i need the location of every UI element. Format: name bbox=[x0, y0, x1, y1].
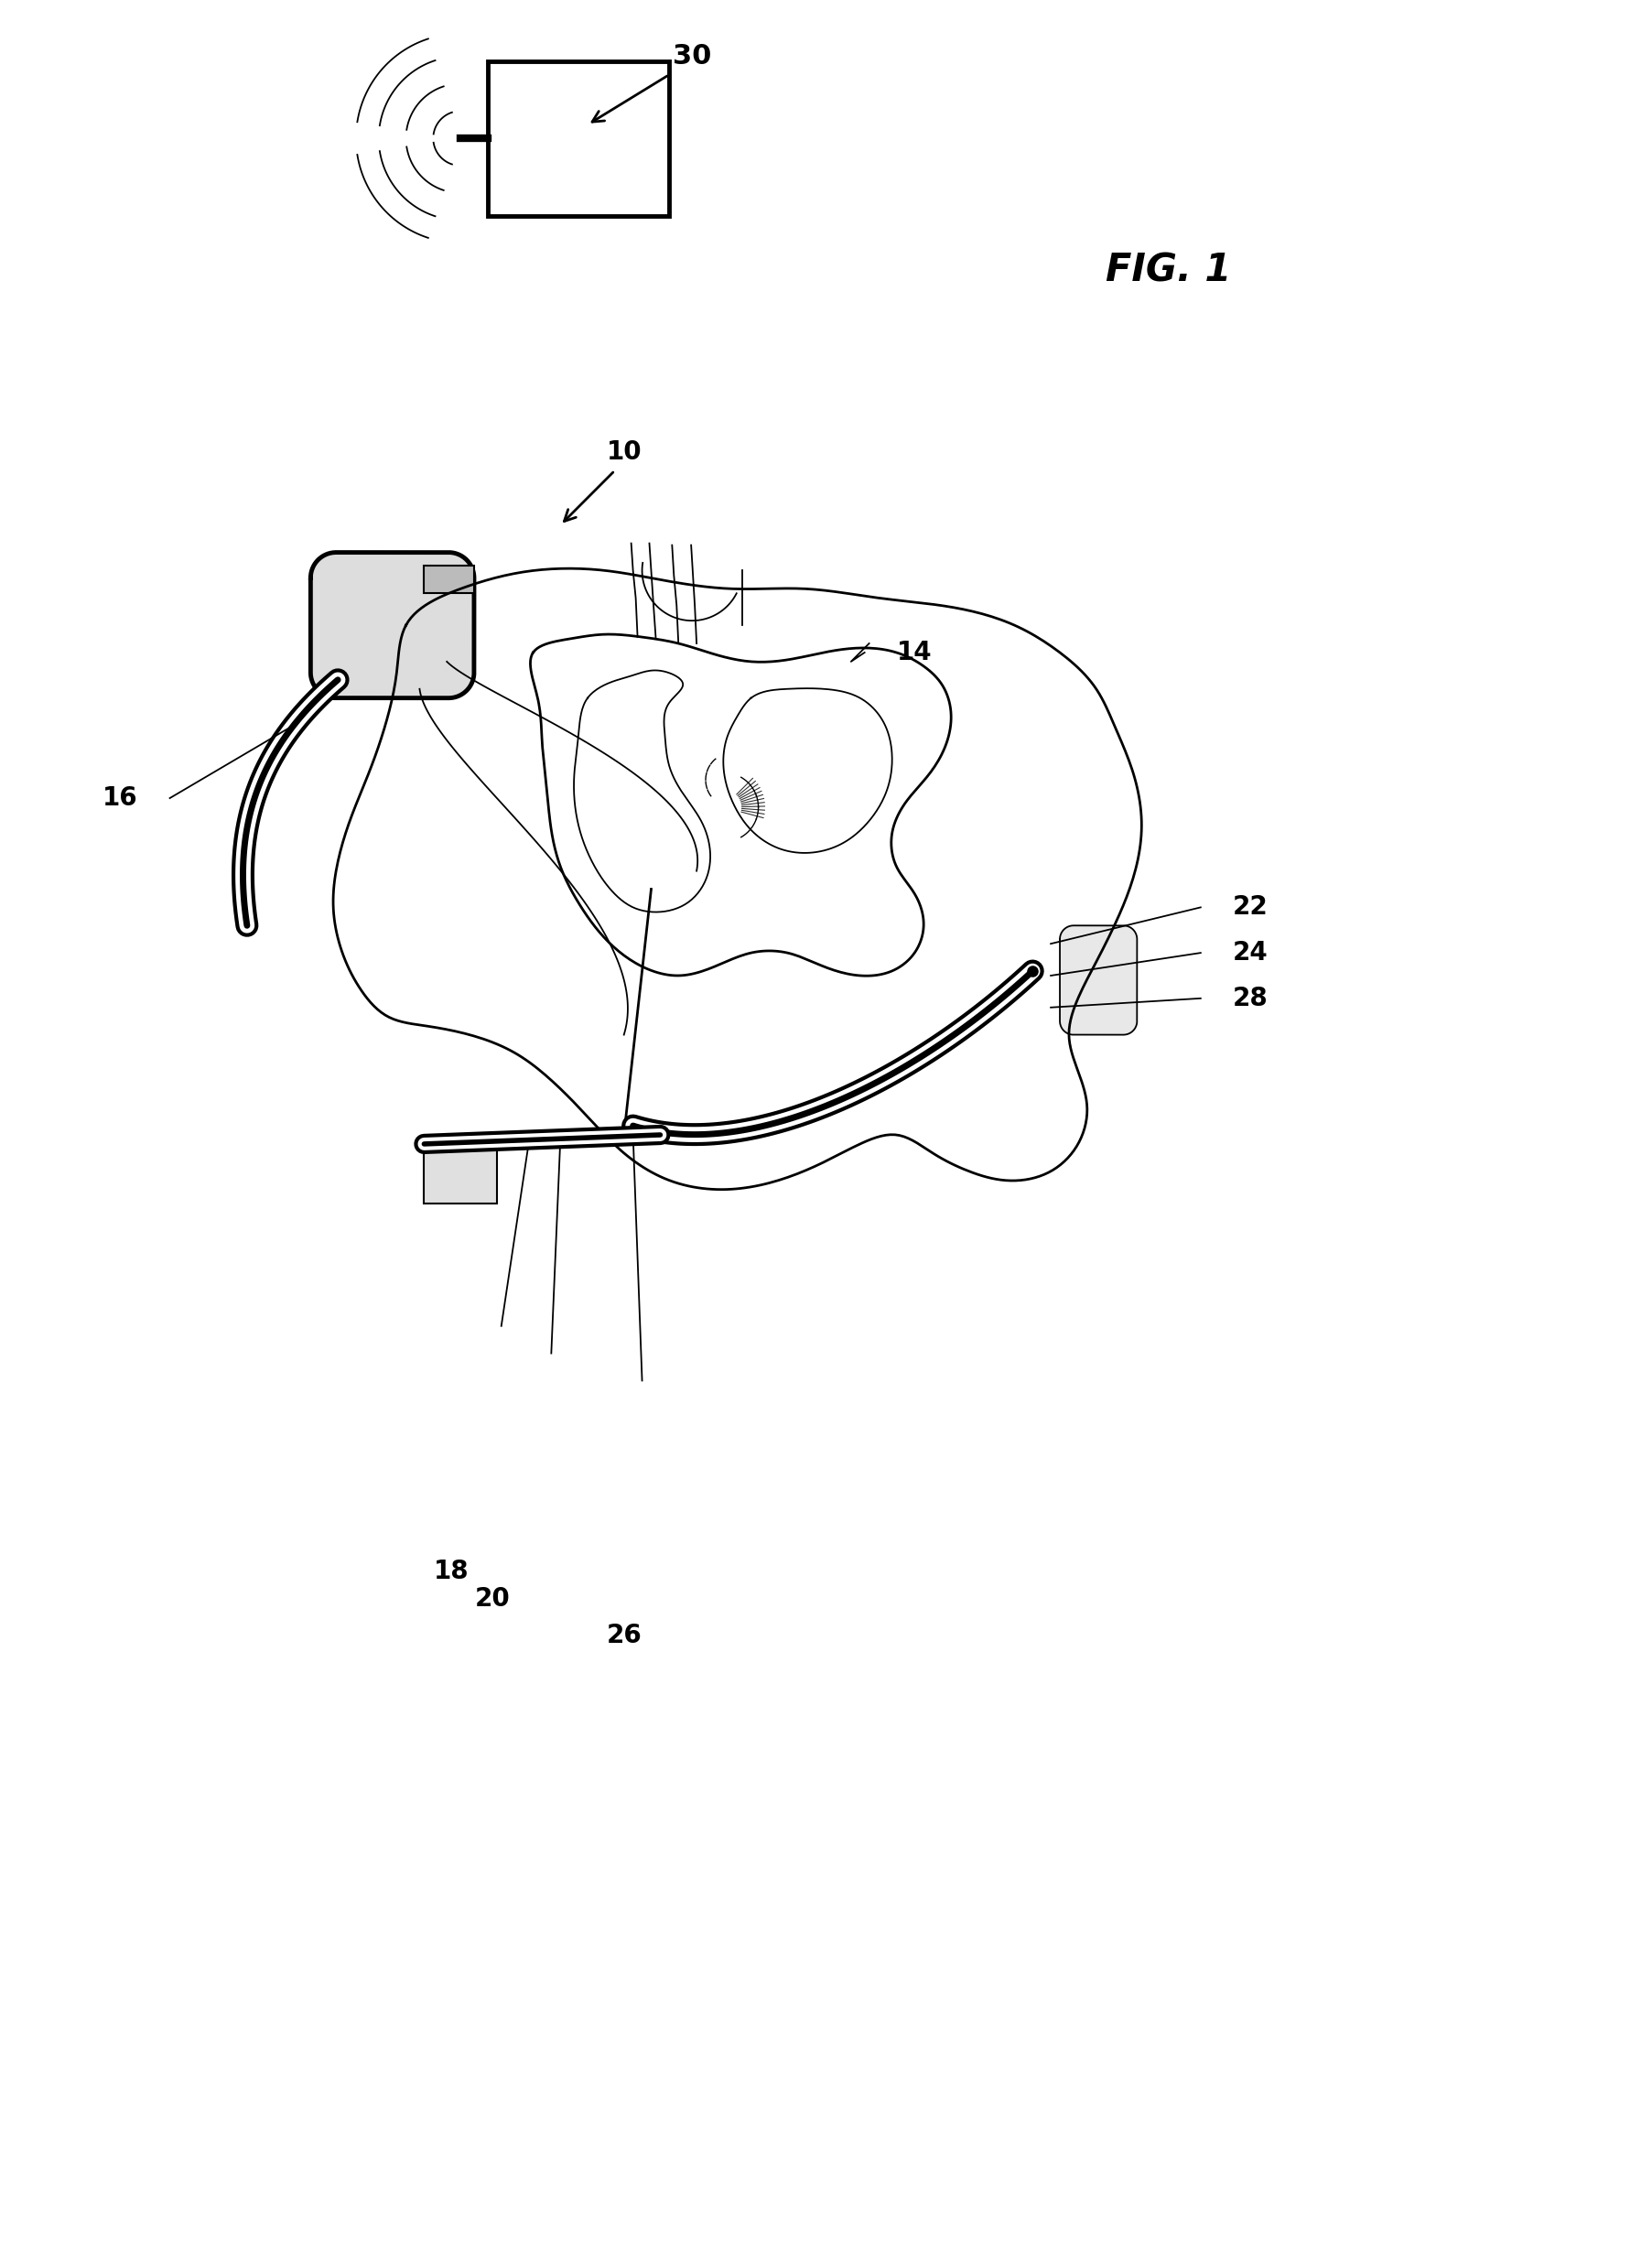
Polygon shape bbox=[311, 553, 474, 698]
Text: 16: 16 bbox=[102, 784, 137, 812]
Polygon shape bbox=[1061, 925, 1137, 1034]
Text: 28: 28 bbox=[1232, 986, 1269, 1011]
Text: 30: 30 bbox=[672, 43, 712, 70]
Text: 24: 24 bbox=[1232, 941, 1269, 966]
Bar bbox=[487, 61, 669, 215]
Bar bbox=[425, 567, 474, 594]
Text: 18: 18 bbox=[434, 1560, 469, 1585]
Text: 14: 14 bbox=[897, 639, 932, 664]
Text: FIG. 1: FIG. 1 bbox=[1105, 252, 1232, 290]
Text: 20: 20 bbox=[474, 1587, 510, 1612]
Text: 22: 22 bbox=[1232, 895, 1269, 920]
Bar bbox=[425, 1145, 497, 1204]
Text: 26: 26 bbox=[606, 1623, 641, 1648]
Text: 10: 10 bbox=[606, 440, 641, 465]
